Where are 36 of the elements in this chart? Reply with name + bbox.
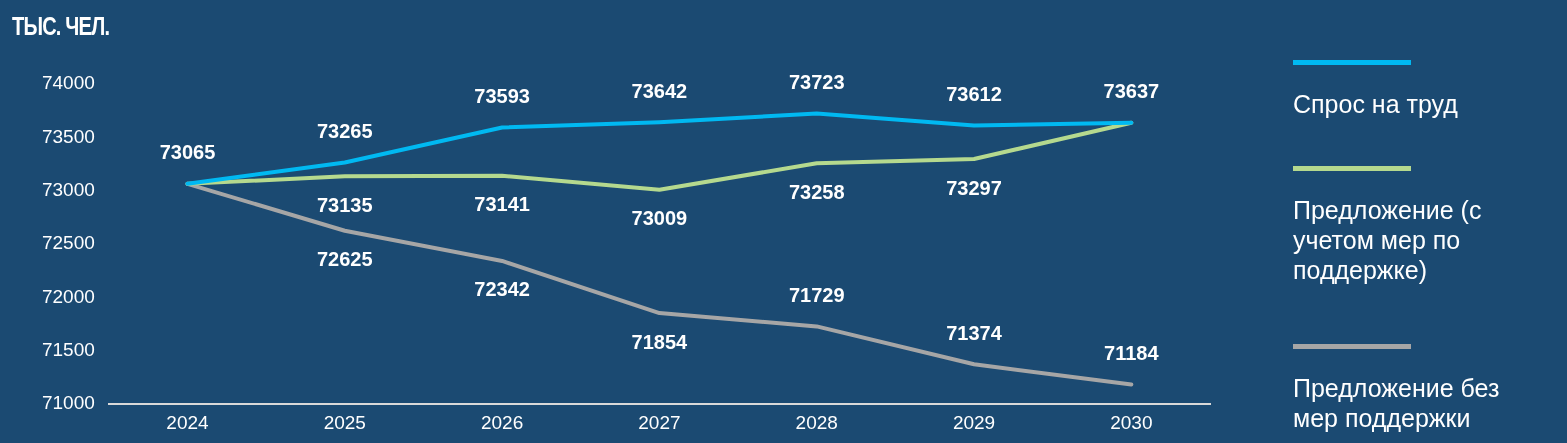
y-tick-label: 73000: [41, 178, 95, 200]
y-axis-title: ТЫС. ЧЕЛ.: [12, 12, 110, 41]
x-tick-label: 2030: [1110, 411, 1153, 433]
data-label: 73637: [1103, 80, 1160, 103]
data-label: 73265: [316, 119, 373, 142]
y-tick-label: 72500: [41, 232, 95, 254]
x-tick-label: 2027: [638, 411, 681, 433]
data-label: 71374: [946, 321, 1003, 344]
x-tick-label: 2024: [166, 411, 210, 433]
y-tick-label: 74000: [41, 72, 95, 94]
data-label: 72342: [474, 278, 530, 301]
x-tick-label: 2029: [952, 411, 996, 433]
data-label: 73723: [788, 71, 845, 94]
data-label: 73135: [316, 193, 373, 216]
legend-label: Предложение без мер поддержки: [1293, 373, 1501, 433]
data-label: 73612: [946, 82, 1002, 105]
data-label: 73593: [474, 84, 530, 107]
x-tick-label: 2025: [323, 411, 366, 433]
legend-label: Предложение (с учетом мер по поддержке): [1293, 195, 1483, 285]
data-label: 71854: [631, 330, 689, 353]
data-label: 71729: [788, 283, 845, 306]
y-tick-label: 72000: [41, 285, 95, 307]
data-label: 73642: [631, 79, 688, 102]
data-label: 72625: [316, 248, 373, 271]
x-tick-label: 2026: [480, 411, 524, 433]
data-label: 73065: [159, 141, 216, 164]
y-tick-label: 73500: [41, 125, 95, 147]
legend-label: Спрос на труд: [1293, 89, 1459, 119]
data-label: 73297: [946, 176, 1002, 199]
data-label: 73141: [474, 193, 530, 216]
y-tick-label: 71000: [41, 392, 95, 414]
y-tick-label: 71500: [41, 339, 95, 361]
data-label: 73009: [631, 207, 688, 230]
x-tick-label: 2028: [795, 411, 838, 433]
data-label: 73258: [788, 180, 845, 203]
data-label: 71184: [1104, 342, 1160, 365]
